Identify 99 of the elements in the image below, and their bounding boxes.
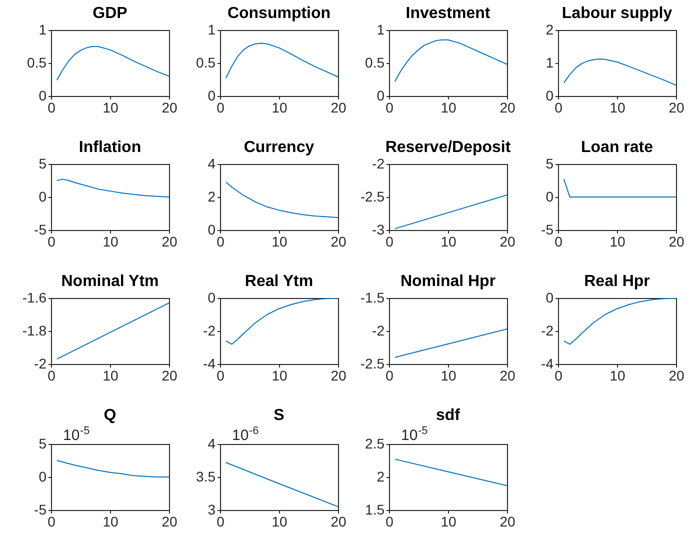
x-tick-label: 10 — [440, 368, 456, 384]
chart-title: S — [274, 407, 285, 424]
x-tick-label: 10 — [272, 514, 288, 530]
y-tick-label: 2.5 — [365, 436, 385, 452]
y-tick-label: 2 — [546, 22, 554, 38]
y-tick-label: 3.5 — [196, 468, 216, 484]
x-tick-label: 10 — [272, 100, 288, 116]
y-tick-label: -2 — [34, 356, 47, 372]
line-series — [563, 298, 676, 345]
x-tick-label: 20 — [162, 234, 178, 250]
y-tick-label: 1 — [38, 22, 47, 38]
line-series — [225, 298, 338, 345]
y-tick-label: 0 — [38, 188, 47, 204]
chart-title: Nominal Hpr — [400, 273, 496, 290]
chart-title: Investment — [406, 5, 491, 22]
y-tick-label: -2 — [203, 322, 216, 338]
x-tick-label: 20 — [668, 100, 684, 116]
y-tick-label: 0 — [208, 222, 216, 238]
line-series — [56, 460, 169, 478]
x-tick-label: 10 — [610, 234, 626, 250]
y-tick-label: 0 — [376, 88, 385, 104]
y-tick-label: 5 — [38, 156, 47, 172]
x-tick-label: 20 — [162, 368, 178, 384]
x-tick-label: 20 — [500, 234, 516, 250]
x-tick-label: 20 — [330, 234, 346, 250]
line-series — [394, 39, 507, 82]
y-tick-label: -2 — [372, 156, 385, 172]
chart-title: sdf — [436, 407, 461, 424]
y-tick-label: 1 — [376, 22, 385, 38]
chart-title: Reserve/Deposit — [385, 139, 512, 156]
x-tick-label: 20 — [330, 368, 346, 384]
y-tick-label: -1.5 — [360, 290, 385, 306]
chart-title: Real Hpr — [584, 273, 650, 290]
y-tick-label: 0 — [546, 88, 554, 104]
y-tick-label: -5 — [34, 502, 47, 518]
x-tick-label: 20 — [500, 368, 516, 384]
y-tick-label: 0 — [208, 88, 216, 104]
y-tick-label: 0 — [38, 88, 47, 104]
x-tick-label: 10 — [440, 100, 456, 116]
y-tick-label: -2.5 — [360, 356, 385, 372]
y-tick-label: 4 — [208, 156, 216, 172]
y-tick-label: -3 — [372, 222, 385, 238]
line-series — [225, 42, 338, 79]
x-tick-label: 10 — [610, 100, 626, 116]
x-tick-label: 10 — [102, 234, 118, 250]
x-tick-label: 20 — [330, 100, 346, 116]
y-tick-label: 4 — [208, 436, 216, 452]
x-tick-label: 10 — [440, 514, 456, 530]
y-tick-label: -2 — [372, 322, 385, 338]
x-tick-label: 10 — [440, 234, 456, 250]
x-tick-label: 10 — [272, 368, 288, 384]
y-tick-label: 0 — [546, 290, 554, 306]
x-tick-label: 10 — [102, 514, 118, 530]
y-tick-label: 5 — [546, 156, 554, 172]
y-tick-label: -2 — [541, 322, 554, 338]
x-tick-label: 20 — [162, 100, 178, 116]
line-series — [56, 178, 169, 198]
y-tick-label: 2 — [208, 188, 216, 204]
y-tick-label: 1.5 — [365, 502, 385, 518]
chart-title: Q — [104, 407, 116, 424]
y-tick-label: 0.5 — [196, 54, 216, 70]
chart-title: Nominal Ytm — [61, 273, 159, 290]
line-series — [225, 182, 338, 218]
x-tick-label: 20 — [500, 100, 516, 116]
chart-title: Inflation — [78, 139, 142, 156]
y-tick-label: 0 — [546, 188, 554, 204]
chart-title: GDP — [92, 5, 128, 22]
chart-title: Labour supply — [562, 5, 672, 22]
x-tick-label: 20 — [330, 514, 346, 530]
y-tick-label: -5 — [541, 222, 554, 238]
chart-title: Consumption — [227, 5, 331, 22]
y-tick-label: 0.5 — [27, 54, 47, 70]
y-tick-label: 0.5 — [365, 54, 385, 70]
y-tick-label: 0 — [38, 468, 47, 484]
y-tick-label: -4 — [203, 356, 216, 372]
y-tick-label: 0 — [208, 290, 216, 306]
y-tick-label: 5 — [38, 436, 47, 452]
x-tick-label: 20 — [668, 234, 684, 250]
line-series — [563, 58, 676, 86]
x-tick-label: 20 — [162, 514, 178, 530]
chart-title: Loan rate — [580, 139, 654, 156]
y-tick-label: 1 — [546, 54, 554, 70]
x-tick-label: 10 — [610, 368, 626, 384]
line-series — [56, 46, 169, 81]
y-tick-label: -1.8 — [22, 322, 47, 338]
y-tick-label: -5 — [34, 222, 47, 238]
chart-title: Real Ytm — [244, 273, 314, 290]
x-tick-label: 10 — [272, 234, 288, 250]
x-tick-label: 10 — [102, 368, 118, 384]
x-tick-label: 20 — [668, 368, 684, 384]
y-tick-label: 1 — [208, 22, 216, 38]
y-tick-label: 2 — [376, 468, 385, 484]
y-tick-label: -1.6 — [22, 290, 47, 306]
x-tick-label: 10 — [102, 100, 118, 116]
y-tick-label: -2.5 — [360, 188, 385, 204]
y-tick-label: 3 — [208, 502, 216, 518]
chart-title: Currency — [244, 139, 314, 156]
x-tick-label: 20 — [500, 514, 516, 530]
y-tick-label: -4 — [541, 356, 554, 372]
